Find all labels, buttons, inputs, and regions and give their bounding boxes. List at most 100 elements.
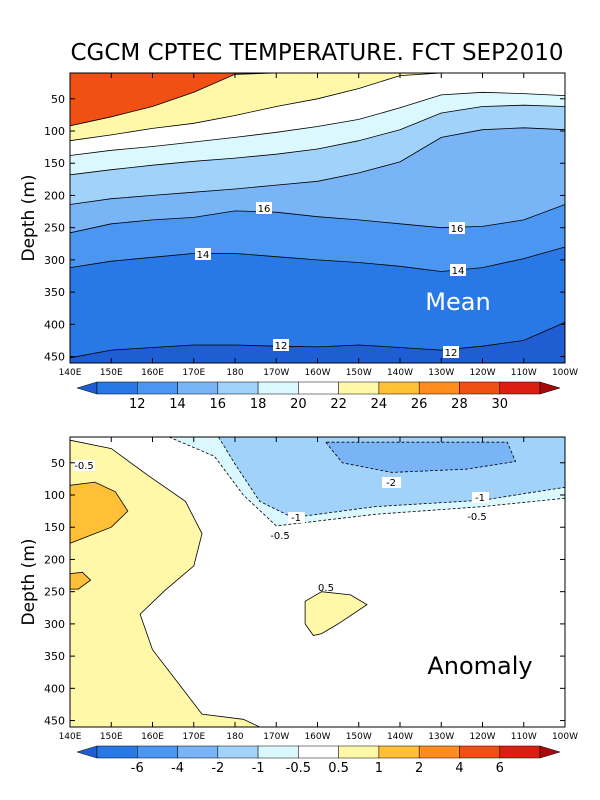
svg-text:0.5: 0.5 [318,583,334,594]
anomaly-y-tick-label: 400 [44,682,65,695]
anomaly-contour-label: 0.5 [318,583,334,594]
svg-text:-0.5: -0.5 [74,461,94,472]
anomaly-x-tick-label: 180 [226,732,243,742]
mean-contour-line [70,73,565,127]
anomaly-colorbar-cell [177,745,219,759]
mean-colorbar-cell [217,381,259,395]
anomaly-x-tick-label: 140E [59,732,82,742]
anomaly-panel: -0.5 -0.5 -1 -1 -2 -0.5 0.5 Anomaly 50 10… [19,436,578,776]
anomaly-contour-fills [70,437,565,727]
mean-colorbar-cell [298,381,339,395]
anomaly-colorbar-label: -6 [131,761,144,776]
anomaly-x-tick-label: 120W [469,732,495,742]
anomaly-y-tick-label: 450 [44,715,65,728]
anomaly-contour-labels: -0.5 -0.5 -1 -1 -2 -0.5 0.5 [73,460,490,594]
mean-contour-line [70,73,565,142]
mean-x-tick-label: 160W [304,368,330,378]
anomaly-x-tick-label: 170E [182,732,205,742]
mean-colorbar-cell [378,381,420,395]
mean-contour-labels: 16 16 14 14 12 12 [195,202,466,359]
anomaly-x-tick-label: 160E [141,732,164,742]
anomaly-x-axis: 140E 150E 160E 170E 180 170W 160W 150W 140W 130W 1… [59,437,578,742]
mean-contour-line [70,127,565,205]
anomaly-contour-label: -2 [382,477,401,489]
anomaly-y-axis-label: Depth (m) [19,538,39,625]
mean-x-tick-label: 130W [428,368,454,378]
svg-text:14: 14 [197,250,210,261]
mean-colorbar-cell [96,381,138,395]
mean-fill-band [70,71,565,72]
anomaly-region [70,481,129,544]
anomaly-colorbar-cell [298,745,339,759]
anomaly-colorbar-cell [499,745,541,759]
anomaly-colorbar: -6 -4 -2 -1 -0.5 0.5 1 2 4 6 [76,745,561,776]
mean-x-tick-label: 110W [511,368,537,378]
mean-colorbar-label: 14 [169,397,186,412]
mean-contour-line [70,91,565,156]
mean-colorbar-label: 16 [210,397,227,412]
anomaly-colorbar-cell [338,745,380,759]
mean-y-tick-label: 50 [51,93,65,106]
mean-fill-band [70,73,565,126]
anomaly-colorbar-label: 2 [415,761,423,776]
mean-contour-label: 12 [443,346,459,359]
anomaly-x-tick-label: 150W [346,732,372,742]
svg-text:16: 16 [451,224,464,235]
mean-colorbar-cell [177,381,219,395]
anomaly-y-tick-label: 50 [51,457,65,470]
mean-colorbar-label: 12 [129,397,146,412]
mean-colorbar-cell [76,381,98,395]
mean-x-tick-label: 140W [387,368,413,378]
svg-text:16: 16 [258,204,271,215]
mean-colorbar-label: 24 [371,397,388,412]
svg-text:12: 12 [275,341,288,352]
mean-x-tick-label: 170E [182,368,205,378]
svg-text:-1: -1 [291,513,301,524]
mean-colorbar-cell [459,381,500,395]
anomaly-y-tick-label: 200 [44,553,65,566]
anomaly-x-tick-label: 130W [428,732,454,742]
svg-text:12: 12 [445,348,458,359]
mean-contour-line [70,322,565,359]
mean-colorbar-cell [257,381,299,395]
anomaly-y-tick-label: 100 [44,489,65,502]
mean-colorbar-cell [137,381,178,395]
mean-colorbar-label: 22 [330,397,347,412]
anomaly-colorbar-cell [257,745,299,759]
anomaly-y-tick-label: 250 [44,586,65,599]
anomaly-colorbar-label: 6 [496,761,504,776]
anomaly-panel-label: Anomaly [427,652,532,680]
mean-contour-label: 12 [273,339,289,352]
mean-x-tick-label: 170W [263,368,289,378]
anomaly-contour-label: -1 [288,512,305,524]
mean-colorbar-cell [539,381,561,395]
anomaly-x-tick-label: 140W [387,732,413,742]
anomaly-colorbar-label: 0.5 [328,761,349,776]
anomaly-x-tick-label: 150E [100,732,123,742]
anomaly-colorbar-cell [378,745,420,759]
mean-contour-fills [70,71,565,363]
anomaly-y-tick-label: 350 [44,650,65,663]
anomaly-x-tick-label: 160W [304,732,330,742]
anomaly-contour-label: -0.5 [73,460,95,472]
anomaly-y-axis: 50 100 150 200 250 300 350 400 450 [44,457,565,728]
mean-colorbar-label: 20 [290,397,307,412]
anomaly-y-tick-label: 300 [44,618,65,631]
mean-colorbar-cell [499,381,541,395]
mean-x-tick-label: 160E [141,368,164,378]
anomaly-colorbar-cell [459,745,500,759]
mean-colorbar: 12 14 16 18 20 22 24 26 28 30 [76,381,561,412]
anomaly-colorbar-cell [76,745,98,759]
anomaly-contour-label: -0.5 [267,530,293,542]
mean-contour-label: 14 [195,248,211,261]
mean-contour-label: 16 [449,222,465,235]
anomaly-colorbar-cell [137,745,178,759]
mean-x-tick-label: 100W [552,368,578,378]
anomaly-region [324,441,517,473]
mean-y-tick-label: 250 [44,222,65,235]
mean-x-tick-label: 150E [100,368,123,378]
anomaly-colorbar-label: 4 [455,761,463,776]
anomaly-colorbar-label: -0.5 [286,761,311,776]
anomaly-colorbar-label: -4 [171,761,184,776]
mean-contour-line [70,246,565,272]
